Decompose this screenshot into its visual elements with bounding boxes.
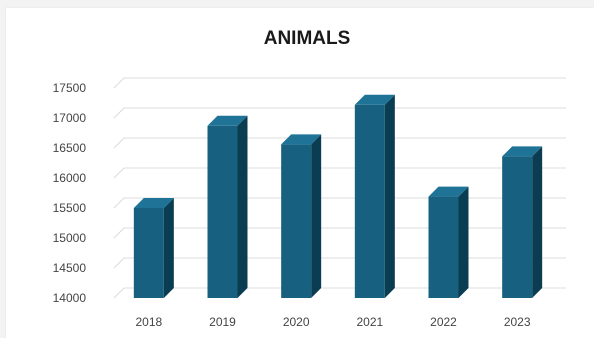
x-category-label: 2020 <box>283 315 310 329</box>
bar-front-face <box>133 208 164 298</box>
y-tick-label: 14000 <box>53 291 87 305</box>
chart-title: ANIMALS <box>264 28 351 49</box>
y-tick-label: 16500 <box>53 141 87 155</box>
bar-front-face <box>354 104 385 298</box>
bar-front-face <box>502 156 533 298</box>
gridline <box>113 227 566 239</box>
gridline <box>113 287 566 299</box>
bar-side-face <box>311 134 322 298</box>
bar-top-face <box>207 115 248 126</box>
bar-side-face <box>458 186 469 298</box>
y-tick-label: 16000 <box>53 171 87 185</box>
bar-front-face <box>428 196 459 298</box>
bar-front-face <box>281 144 312 298</box>
y-tick-label: 15500 <box>53 201 87 215</box>
bar-2022 <box>428 186 469 298</box>
bar-chart: ANIMALS 14000 14500 15000 15500 16000 16500 17… <box>53 28 566 329</box>
bar-2018 <box>133 198 174 298</box>
gridlines <box>113 77 566 299</box>
bar-2020 <box>281 134 322 298</box>
y-tick-label: 17000 <box>53 111 87 125</box>
bar-top-face <box>133 198 174 208</box>
chart-card: ANIMALS 14000 14500 15000 15500 16000 16500 17… <box>6 8 594 338</box>
bar-2023 <box>502 146 543 298</box>
bar-front-face <box>207 125 238 298</box>
y-axis-tick-labels: 14000 14500 15000 15500 16000 16500 17000 17500 <box>53 81 87 305</box>
bar-side-face <box>532 146 543 298</box>
bar-top-face <box>502 146 543 157</box>
gridline <box>113 197 566 209</box>
x-category-label: 2018 <box>135 315 162 329</box>
gridline <box>113 257 566 269</box>
gridline <box>113 77 566 89</box>
bar-top-face <box>354 94 395 105</box>
x-category-label: 2019 <box>209 315 236 329</box>
x-category-label: 2022 <box>430 315 457 329</box>
gridline <box>113 137 566 149</box>
gridline <box>113 107 566 119</box>
y-tick-label: 15000 <box>53 231 87 245</box>
bar-top-face <box>428 186 469 197</box>
x-axis-category-labels: 2018 2019 2020 2021 2022 2023 <box>135 315 530 329</box>
x-category-label: 2023 <box>504 315 531 329</box>
gridline <box>113 167 566 179</box>
y-tick-label: 14500 <box>53 261 87 275</box>
bar-side-face <box>237 115 248 298</box>
bar-top-face <box>281 134 322 145</box>
bar-2019 <box>207 115 248 298</box>
bars <box>133 94 543 298</box>
bar-side-face <box>163 198 174 298</box>
y-tick-label: 17500 <box>53 81 87 95</box>
bar-2021 <box>354 94 395 298</box>
bar-side-face <box>384 94 395 298</box>
x-category-label: 2021 <box>356 315 383 329</box>
